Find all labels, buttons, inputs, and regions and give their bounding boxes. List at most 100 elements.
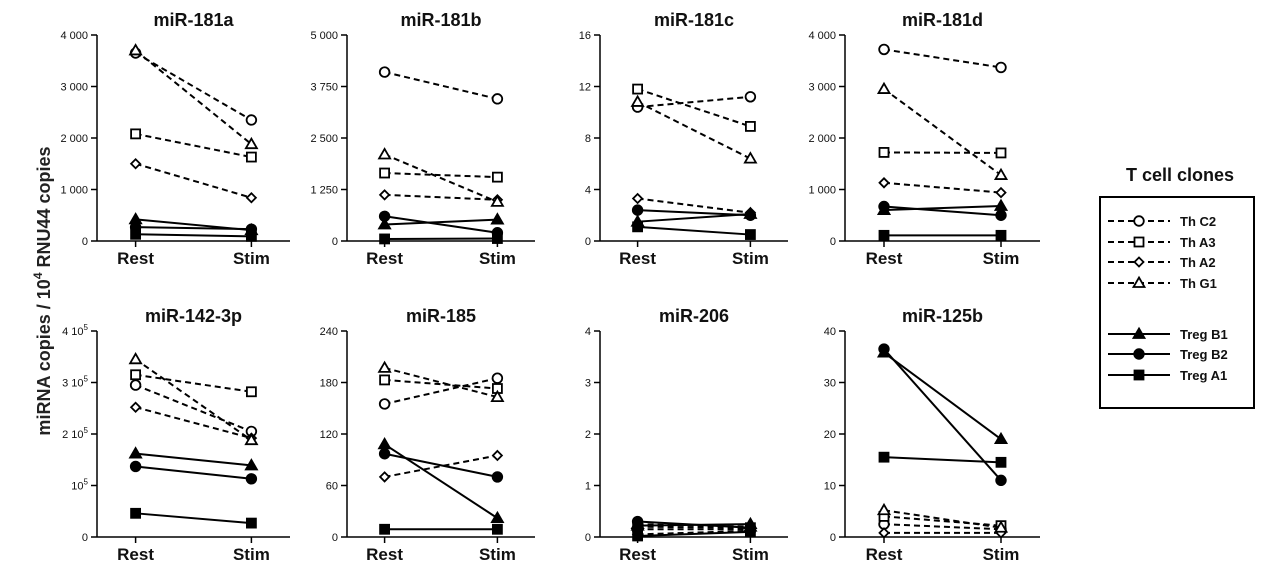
y-tick-label: 2 500	[310, 133, 338, 145]
legend-title: T cell clones	[1126, 165, 1234, 185]
data-point-treg-b1	[244, 458, 259, 471]
series-line-treg-a1	[135, 512, 252, 525]
series-th-g1	[128, 43, 259, 150]
chart-title: miR-181b	[400, 10, 481, 30]
data-point-treg-a1	[130, 507, 142, 519]
chart-panel-mir-185: miR-185 0 60 120 180 240 Rest Stim	[320, 306, 535, 563]
series-th-a3	[878, 510, 1007, 532]
data-point-treg-a1	[379, 233, 391, 245]
series-treg-a1	[130, 507, 257, 529]
data-point-th-g1	[244, 432, 259, 446]
series-line-treg-b2	[384, 215, 498, 234]
y-tick-label: 3 105	[62, 375, 88, 390]
data-point-treg-b2	[129, 460, 142, 473]
series-treg-b1	[128, 212, 259, 236]
legend-entry-treg-a1: Treg A1	[1108, 368, 1227, 383]
y-tick-label: 16	[579, 30, 591, 42]
series-line-th-a3	[384, 378, 498, 390]
y-tick-label: 40	[824, 326, 836, 338]
chart-panel-mir-181a: miR-181a 0 1 000 2 000 3 000 4 000 Rest Stim	[60, 10, 290, 268]
series-line-th-a2	[637, 529, 751, 536]
legend-label: Th C2	[1180, 214, 1216, 229]
data-point-th-a3	[130, 369, 142, 381]
y-tick-label: 4 000	[60, 30, 88, 42]
data-point-th-g1	[490, 194, 505, 207]
legend-entry-treg-b1: Treg B1	[1108, 326, 1228, 342]
series-line-treg-b2	[637, 209, 751, 217]
data-point-th-a3	[379, 374, 391, 386]
x-tick-label: Stim	[233, 545, 270, 563]
data-point-th-g1	[377, 147, 392, 160]
series-line-th-a3	[883, 151, 1002, 154]
data-point-th-g1	[128, 43, 143, 56]
series-line-treg-b1	[384, 443, 498, 519]
series-treg-b1	[377, 437, 505, 524]
series-line-th-a2	[135, 406, 252, 440]
data-point-treg-b2	[491, 471, 504, 483]
series-th-a2	[129, 157, 258, 204]
legend-label: Th A2	[1180, 255, 1216, 270]
x-tick-label: Stim	[983, 249, 1020, 268]
x-tick-label: Rest	[619, 249, 656, 268]
data-point-th-a2	[631, 192, 644, 205]
x-tick-label: Rest	[366, 545, 403, 563]
x-tick-label: Stim	[233, 249, 270, 268]
chart-panel-mir-142-3p: miR-142-3p 0 105 2 105 3 105 4 105 Rest Stim	[62, 306, 290, 563]
y-tick-label: 3	[585, 378, 591, 390]
series-line-th-a2	[883, 181, 1002, 194]
y-tick-label: 2 105	[62, 426, 88, 441]
series-th-g1	[377, 360, 505, 402]
series-th-a2	[378, 189, 504, 206]
series-line-th-g1	[135, 358, 252, 441]
data-point-treg-a1	[632, 530, 643, 542]
series-line-th-a2	[637, 197, 751, 214]
data-point-treg-b1	[128, 446, 143, 459]
series-treg-b2	[878, 343, 1007, 487]
y-tick-label: 0	[830, 236, 836, 248]
data-point-treg-b2	[631, 204, 644, 216]
data-point-th-g1	[993, 520, 1009, 533]
series-line-th-g1	[883, 88, 1002, 176]
data-point-treg-b1	[993, 431, 1009, 445]
data-point-treg-b2	[378, 210, 391, 222]
x-tick-label: Rest	[366, 249, 403, 268]
series-treg-b2	[129, 460, 258, 485]
data-point-treg-a1	[491, 523, 503, 535]
data-point-treg-a1	[995, 229, 1007, 241]
data-point-th-a2	[378, 471, 391, 483]
data-point-th-g1	[128, 352, 143, 365]
y-tick-label: 0	[332, 532, 338, 544]
series-th-g1	[128, 352, 259, 446]
data-point-treg-a1	[245, 230, 257, 242]
data-point-th-c2	[744, 91, 757, 103]
data-point-treg-b2	[878, 200, 890, 213]
chart-title: miR-185	[406, 306, 476, 326]
legend-entry-th-a3: Th A3	[1108, 235, 1216, 250]
data-point-th-c2	[878, 43, 890, 56]
series-th-g1	[876, 502, 1009, 533]
x-tick-label: Rest	[117, 249, 154, 268]
chart-panel-mir-181c: miR-181c 0 4 8 12 16 Rest Stim	[579, 10, 788, 268]
y-tick-label: 8	[585, 133, 591, 145]
data-point-treg-a1	[995, 456, 1007, 468]
series-treg-a1	[130, 228, 257, 242]
data-point-th-c2	[245, 114, 258, 126]
series-treg-b2	[878, 200, 1007, 221]
data-point-treg-b2	[878, 343, 890, 355]
y-axis-label: miRNA copies / 104 RNU44 copies	[31, 146, 54, 435]
data-point-th-g1	[876, 502, 892, 516]
data-point-th-g1	[630, 94, 645, 107]
chart-title: miR-125b	[902, 306, 983, 326]
y-tick-label: 180	[320, 378, 338, 390]
series-line-th-c2	[883, 48, 1002, 69]
series-line-th-a2	[384, 193, 498, 201]
series-th-a2	[378, 449, 504, 483]
x-tick-label: Rest	[619, 545, 656, 563]
legend: T cell clones Th C2 Th A3 Th A2 Th G1 Treg B…	[1099, 165, 1255, 409]
y-tick-label: 105	[71, 478, 88, 493]
y-tick-label: 0	[82, 532, 88, 544]
series-line-th-g1	[384, 153, 498, 203]
data-point-treg-b2	[995, 209, 1007, 221]
series-line-th-g1	[384, 366, 498, 399]
legend-box	[1099, 196, 1255, 409]
